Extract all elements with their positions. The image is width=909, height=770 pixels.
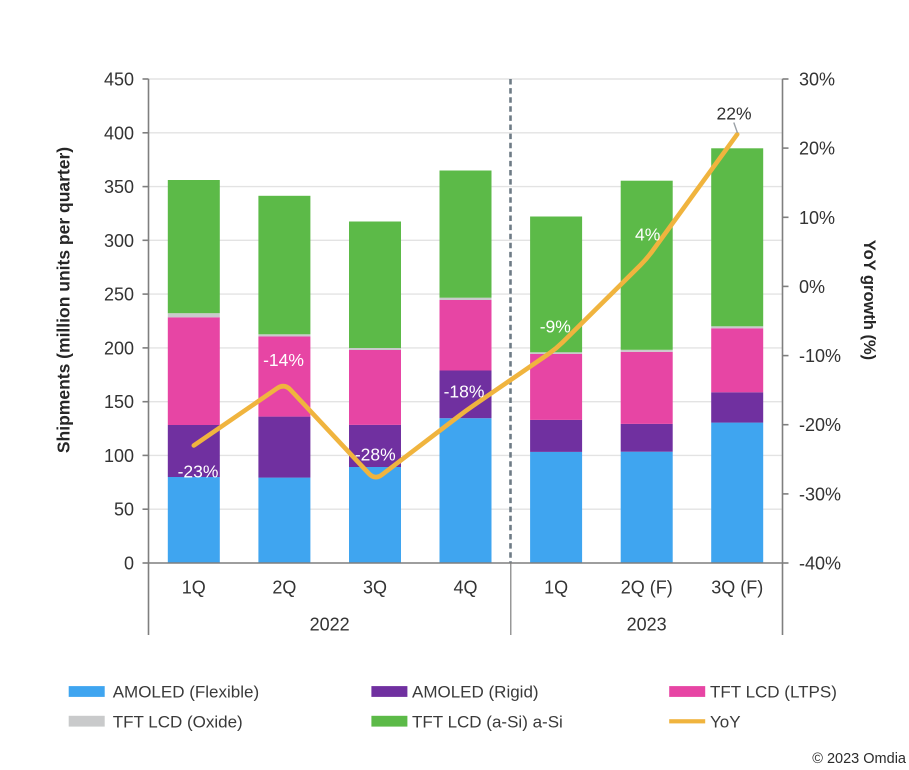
svg-text:150: 150 <box>104 392 134 412</box>
svg-text:Shipments (million units per q: Shipments (million units per quarter) <box>54 147 74 453</box>
svg-text:1Q: 1Q <box>182 578 206 598</box>
svg-text:4Q: 4Q <box>453 578 477 598</box>
svg-text:2Q (F): 2Q (F) <box>621 578 673 598</box>
svg-text:-20%: -20% <box>799 415 841 435</box>
svg-text:YoY growth (%): YoY growth (%) <box>860 240 878 360</box>
svg-text:10%: 10% <box>799 208 835 228</box>
svg-text:YoY: YoY <box>710 712 741 731</box>
svg-text:400: 400 <box>104 123 134 143</box>
svg-text:0: 0 <box>124 554 134 574</box>
svg-text:20%: 20% <box>799 139 835 159</box>
svg-text:2023: 2023 <box>627 615 667 635</box>
svg-text:TFT LCD (Oxide): TFT LCD (Oxide) <box>113 712 243 731</box>
svg-text:3Q: 3Q <box>363 578 387 598</box>
svg-text:250: 250 <box>104 285 134 305</box>
svg-text:-23%: -23% <box>178 462 219 482</box>
svg-text:300: 300 <box>104 231 134 251</box>
svg-text:100: 100 <box>104 446 134 466</box>
svg-text:TFT LCD (a-Si) a-Si: TFT LCD (a-Si) a-Si <box>412 712 563 731</box>
svg-text:-18%: -18% <box>444 382 485 402</box>
svg-text:AMOLED (Flexible): AMOLED (Flexible) <box>113 683 259 702</box>
svg-text:0%: 0% <box>799 277 825 297</box>
svg-text:AMOLED (Rigid): AMOLED (Rigid) <box>412 683 539 702</box>
svg-text:-14%: -14% <box>263 350 304 370</box>
svg-text:450: 450 <box>104 70 134 90</box>
svg-text:2022: 2022 <box>310 615 350 635</box>
svg-text:-30%: -30% <box>799 484 841 504</box>
svg-text:50: 50 <box>114 500 134 520</box>
svg-text:3Q (F): 3Q (F) <box>711 578 763 598</box>
svg-text:1Q: 1Q <box>544 578 568 598</box>
svg-text:200: 200 <box>104 338 134 358</box>
svg-text:-10%: -10% <box>799 346 841 366</box>
svg-text:22%: 22% <box>716 104 751 124</box>
svg-text:4%: 4% <box>635 225 660 245</box>
svg-text:TFT LCD (LTPS): TFT LCD (LTPS) <box>710 683 837 702</box>
svg-text:-9%: -9% <box>540 317 571 337</box>
svg-text:30%: 30% <box>799 70 835 90</box>
svg-text:-40%: -40% <box>799 554 841 574</box>
svg-text:-28%: -28% <box>355 445 396 465</box>
svg-text:350: 350 <box>104 177 134 197</box>
svg-text:2Q: 2Q <box>272 578 296 598</box>
svg-text:© 2023 Omdia: © 2023 Omdia <box>812 751 907 767</box>
